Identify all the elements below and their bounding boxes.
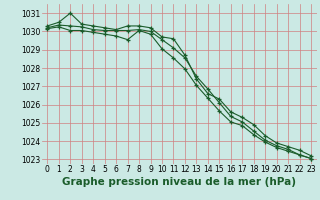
X-axis label: Graphe pression niveau de la mer (hPa): Graphe pression niveau de la mer (hPa) [62, 177, 296, 187]
